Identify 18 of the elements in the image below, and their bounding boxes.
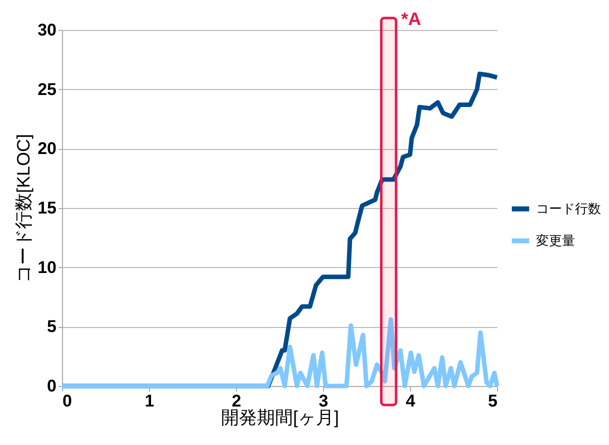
x-tick-label: 3 [318, 392, 328, 410]
y-axis-title: コード行数[KLOC] [14, 134, 34, 284]
y-tick-label: 20 [38, 139, 56, 158]
band-label: *A [401, 9, 422, 29]
y-tick-label: 5 [47, 317, 56, 336]
y-tick-label: 15 [38, 198, 56, 218]
x-tick-label: 1 [144, 392, 154, 410]
y-tick-label: 25 [38, 80, 56, 99]
x-axis-title: 開発期間[ヶ月] [220, 408, 340, 428]
x-tick-label: 5 [488, 392, 498, 410]
y-tick-label: 10 [38, 258, 56, 277]
y-tick-label: 30 [38, 20, 56, 40]
x-tick-label: 2 [232, 392, 242, 410]
x-tick-label: 0 [62, 392, 72, 410]
legend-label: コード行数 [536, 200, 601, 216]
legend-label: 変更量 [536, 232, 575, 248]
x-tick-label: 4 [406, 392, 416, 410]
y-tick-label: 0 [47, 376, 56, 396]
